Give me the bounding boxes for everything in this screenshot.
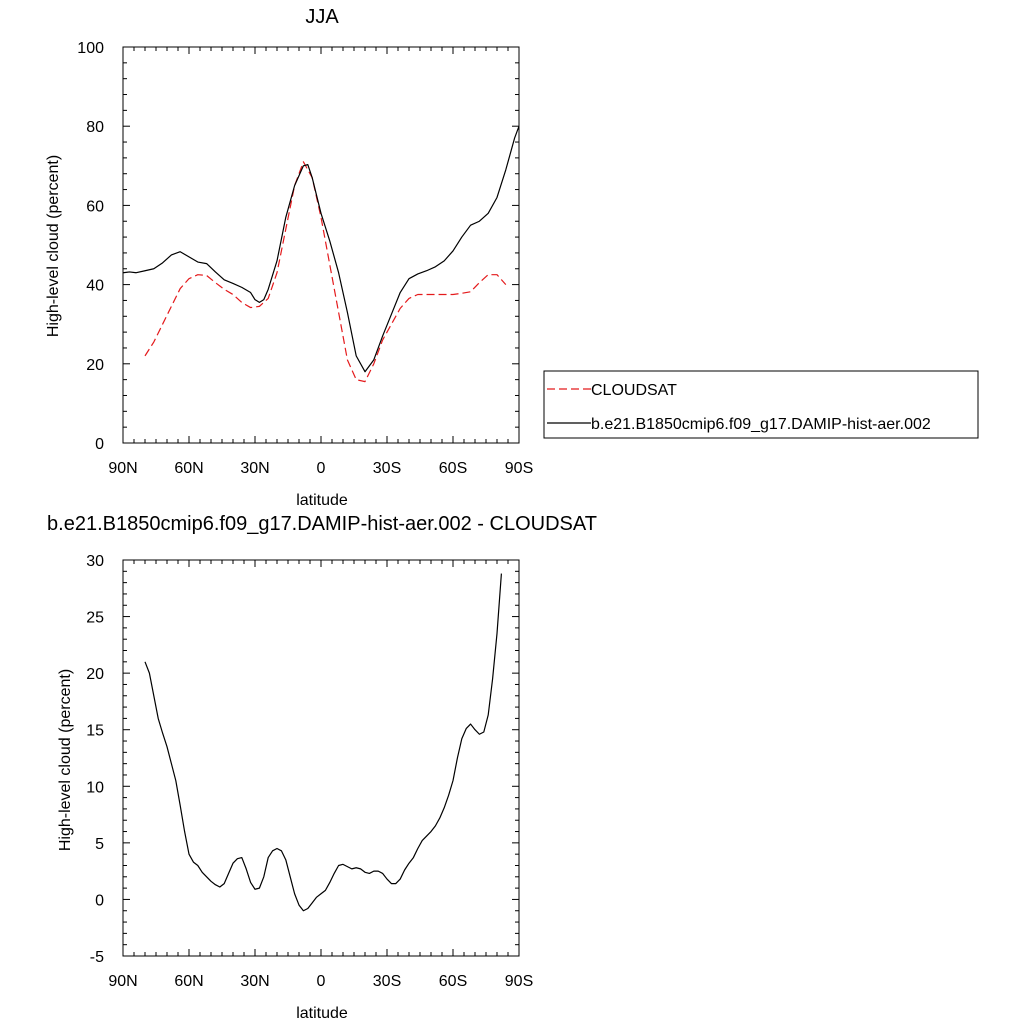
bottom-y-tick-label: 25 (86, 610, 104, 627)
bottom-panel-title: b.e21.B1850cmip6.f09_g17.DAMIP-hist-aer.… (47, 513, 597, 535)
top-x-axis-label: latitude (296, 492, 348, 509)
top-series-line-1 (123, 124, 519, 373)
legend-entry-cloudsat: CLOUDSAT (591, 382, 677, 399)
top-panel: JJA 90N 60N 30N 0 30S 60S 90S 0 20 40 60 80 100 lati… (45, 6, 979, 509)
bottom-x-tick-label: 30S (373, 973, 401, 990)
bottom-panel: b.e21.B1850cmip6.f09_g17.DAMIP-hist-aer.… (47, 513, 597, 1022)
top-plot-area: 90N 60N 30N 0 30S 60S 90S 0 20 40 60 80 100 (77, 40, 533, 477)
bottom-plot-area: 90N 60N 30N 0 30S 60S 90S -5 0 5 10 15 20 25 30 (86, 553, 533, 990)
top-x-tick-label: 60N (174, 460, 203, 477)
bottom-x-tick-label: 90N (108, 973, 137, 990)
top-y-tick-label: 20 (86, 357, 104, 374)
bottom-y-tick-label: 20 (86, 666, 104, 683)
top-y-tick-label: 40 (86, 278, 104, 295)
bottom-series-line-0 (144, 573, 502, 912)
legend-box (543, 370, 979, 439)
bottom-plot-frame (122, 559, 520, 957)
bottom-y-axis-label: High-level cloud (percent) (57, 669, 74, 851)
bottom-x-tick-label: 60N (174, 973, 203, 990)
legend: CLOUDSAT b.e21.B1850cmip6.f09_g17.DAMIP-… (543, 370, 979, 439)
top-series-line-0 (144, 161, 507, 383)
bottom-x-tick-label: 90S (505, 973, 533, 990)
top-y-axis-label: High-level cloud (percent) (45, 155, 62, 337)
bottom-y-tick-label: 30 (86, 553, 104, 570)
bottom-y-tick-label: -5 (90, 949, 104, 966)
bottom-x-axis-label: latitude (296, 1005, 348, 1022)
top-x-tick-label: 30S (373, 460, 401, 477)
top-y-tick-label: 60 (86, 198, 104, 215)
top-x-tick-label: 30N (240, 460, 269, 477)
top-y-tick-label: 0 (95, 436, 104, 453)
top-y-tick-label: 100 (77, 40, 104, 57)
bottom-y-tick-label: 15 (86, 723, 104, 740)
top-x-tick-label: 90S (505, 460, 533, 477)
top-x-tick-label: 60S (439, 460, 467, 477)
top-y-tick-label: 80 (86, 119, 104, 136)
bottom-y-tick-label: 5 (95, 836, 104, 853)
bottom-y-tick-label: 0 (95, 892, 104, 909)
top-x-tick-label: 0 (317, 460, 326, 477)
legend-entry-model: b.e21.B1850cmip6.f09_g17.DAMIP-hist-aer.… (591, 416, 931, 433)
bottom-y-tick-label: 10 (86, 779, 104, 796)
bottom-x-tick-label: 30N (240, 973, 269, 990)
top-plot-frame (122, 46, 520, 444)
bottom-x-tick-label: 0 (317, 973, 326, 990)
bottom-x-tick-label: 60S (439, 973, 467, 990)
top-x-tick-label: 90N (108, 460, 137, 477)
top-panel-title: JJA (305, 6, 339, 28)
